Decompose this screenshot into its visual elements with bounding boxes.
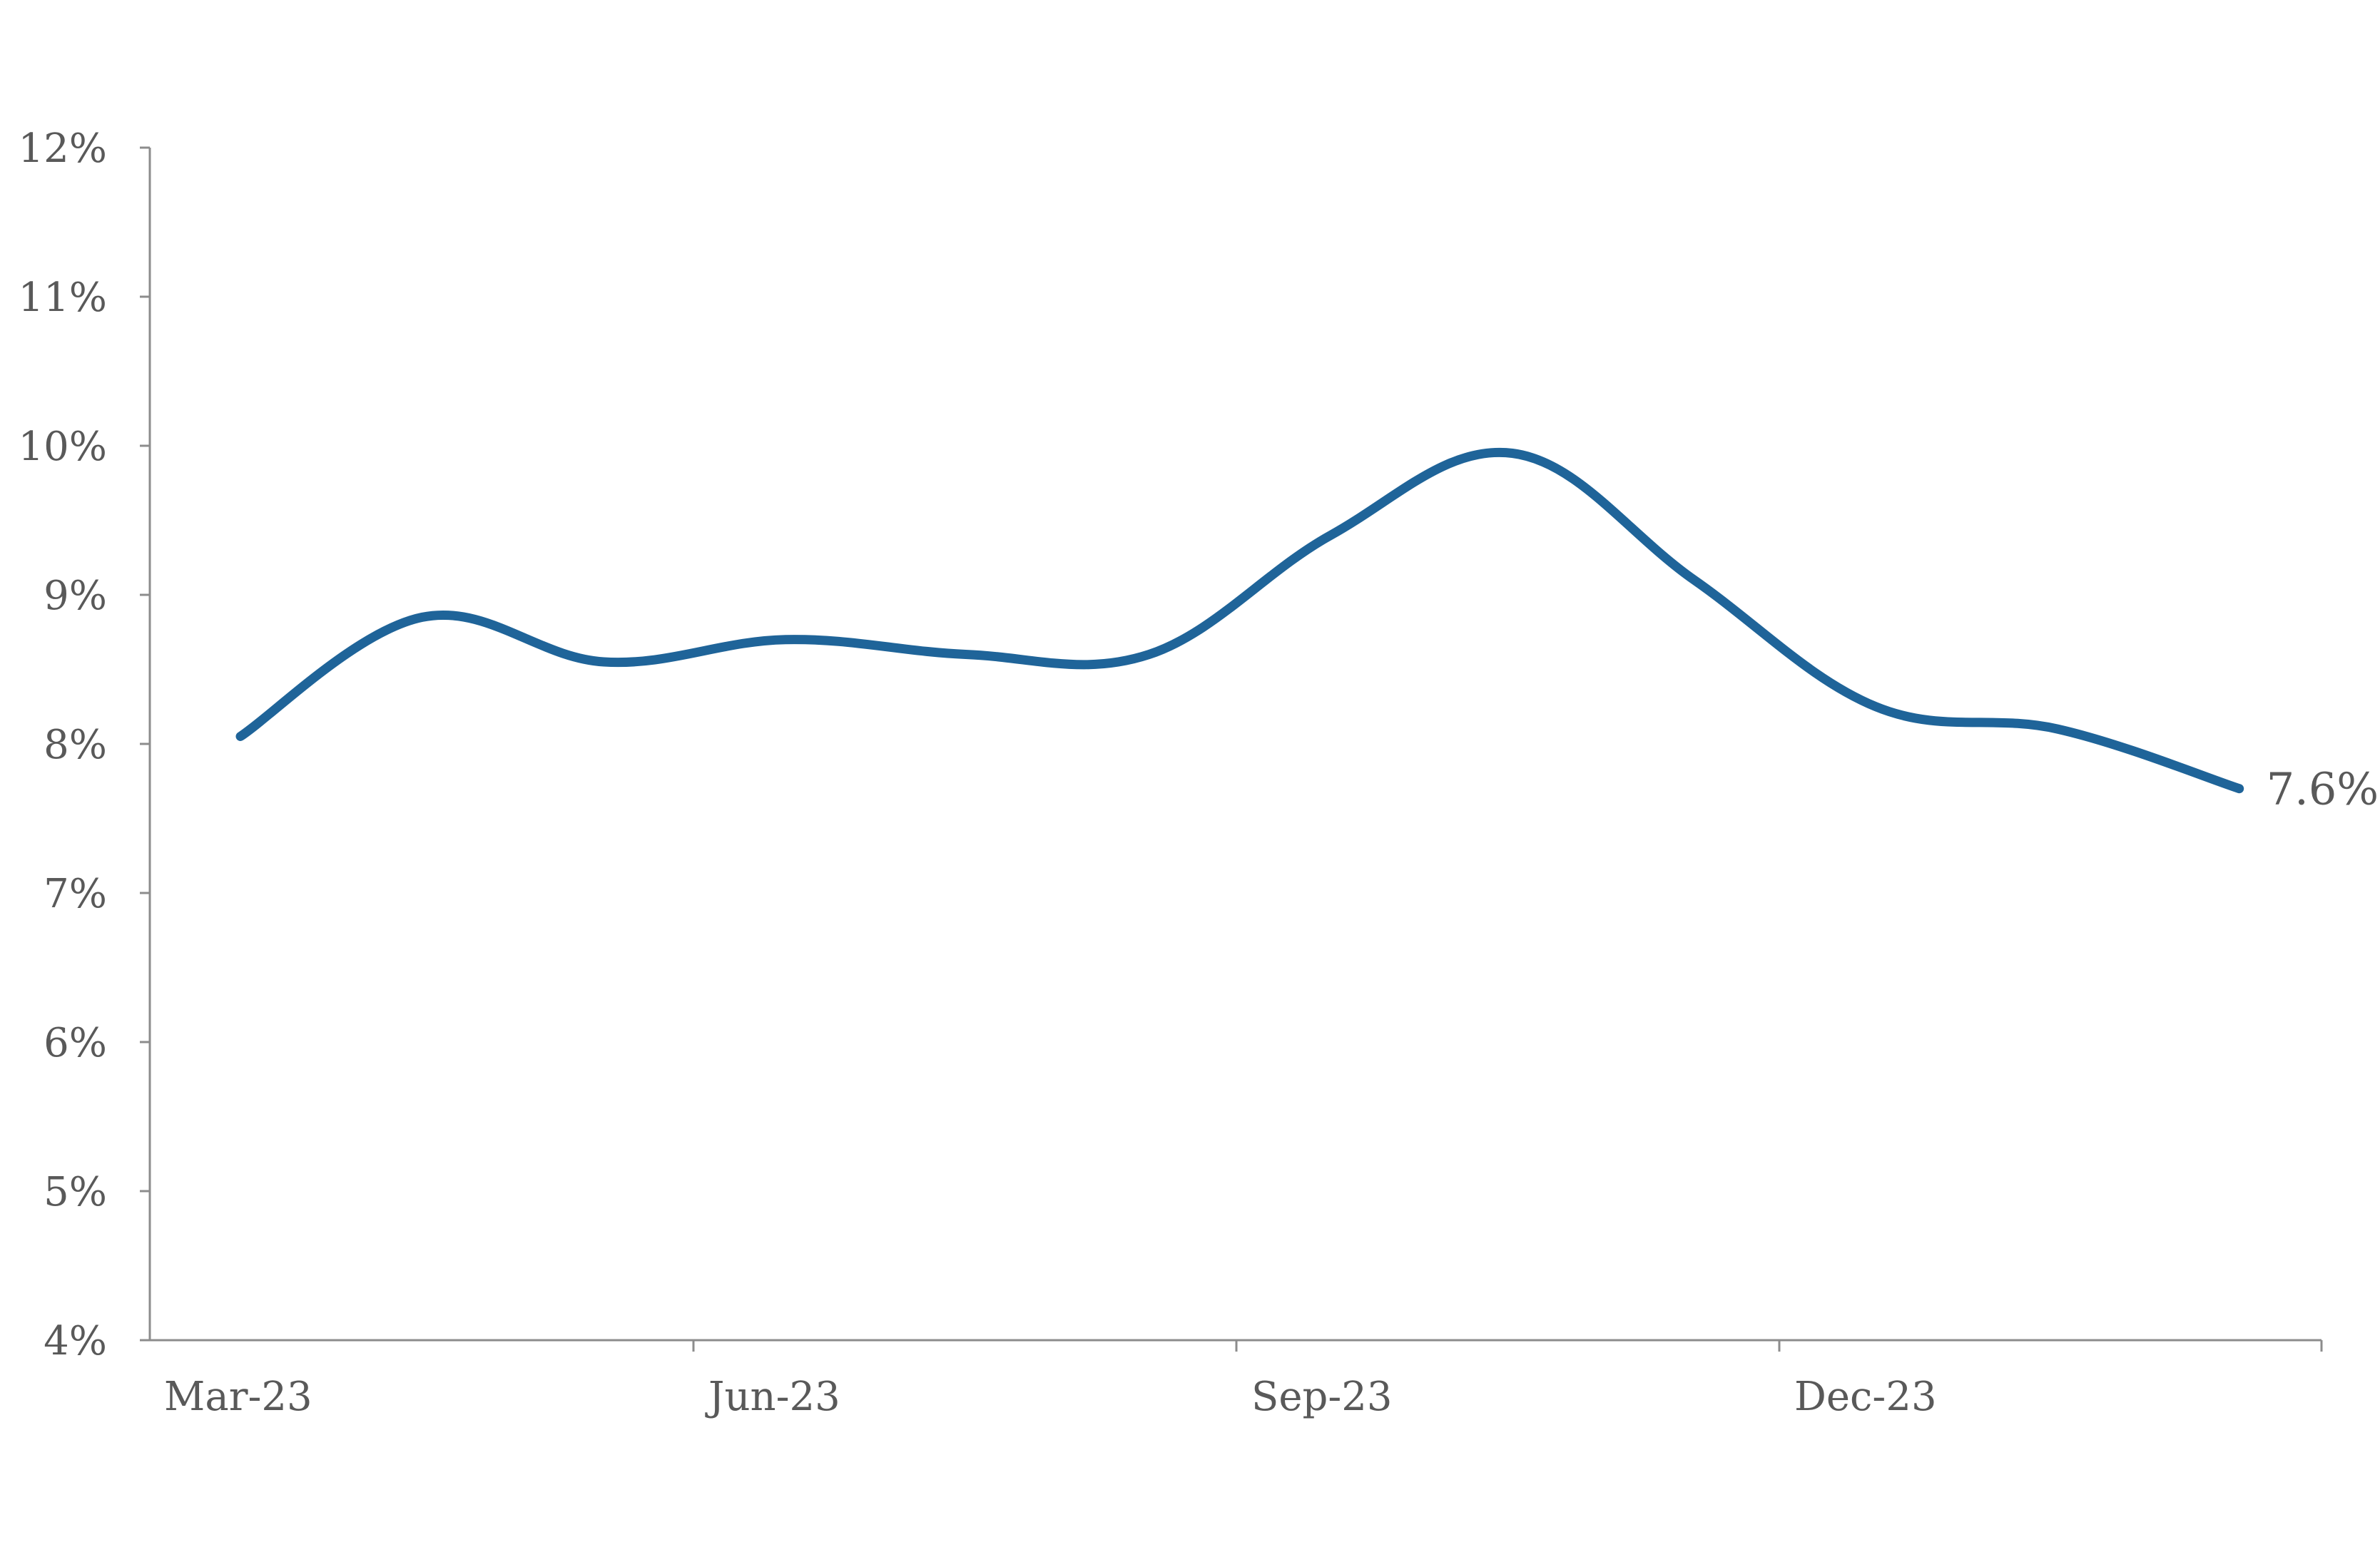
y-tick-label: 11% (19, 275, 107, 321)
x-tick-label: Sep-23 (1251, 1374, 1393, 1420)
x-tick-label: Dec-23 (1794, 1374, 1937, 1420)
y-tick-label: 4% (44, 1318, 107, 1364)
annotations: 7.6% (2267, 763, 2379, 815)
y-tick-label: 6% (44, 1020, 107, 1066)
y-tick-label: 8% (44, 722, 107, 768)
y-tick-label: 5% (44, 1169, 107, 1215)
y-tick-label: 7% (44, 871, 107, 917)
x-tick-label: Jun-23 (705, 1374, 840, 1420)
end-value-label: 7.6% (2267, 763, 2379, 815)
x-tick-label: Mar-23 (164, 1374, 312, 1420)
y-axis-ticks: 4% 5% 6% 7% 8% 9% 10% 11% 12% (19, 126, 150, 1364)
series-line (235, 447, 2244, 794)
series-layer (235, 447, 2244, 794)
y-tick-label: 9% (44, 573, 107, 619)
y-tick-label: 12% (19, 126, 107, 172)
x-axis-ticks: Mar-23 Jun-23 Sep-23 Dec-23 (164, 1340, 2323, 1420)
y-tick-label: 10% (19, 424, 107, 470)
